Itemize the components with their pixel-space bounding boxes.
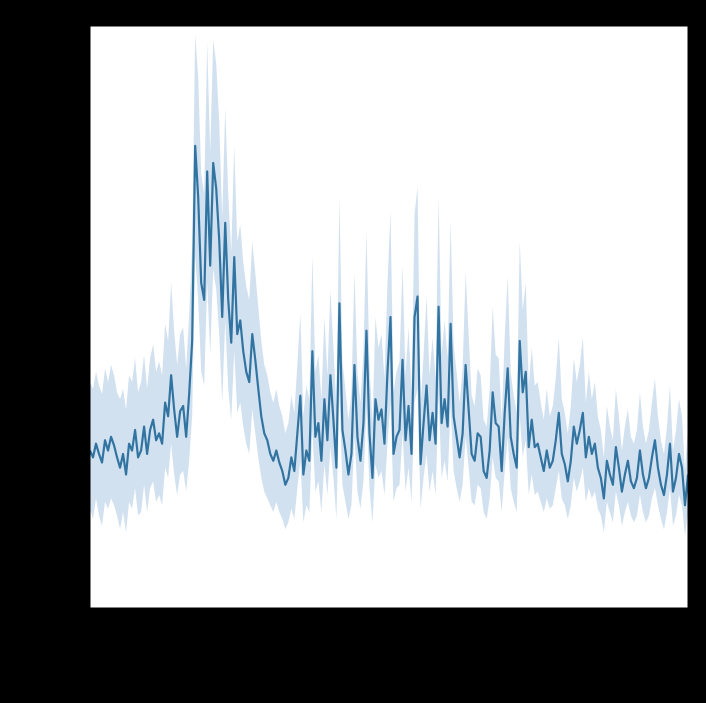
chart-container <box>0 0 706 703</box>
line-chart <box>0 0 706 703</box>
